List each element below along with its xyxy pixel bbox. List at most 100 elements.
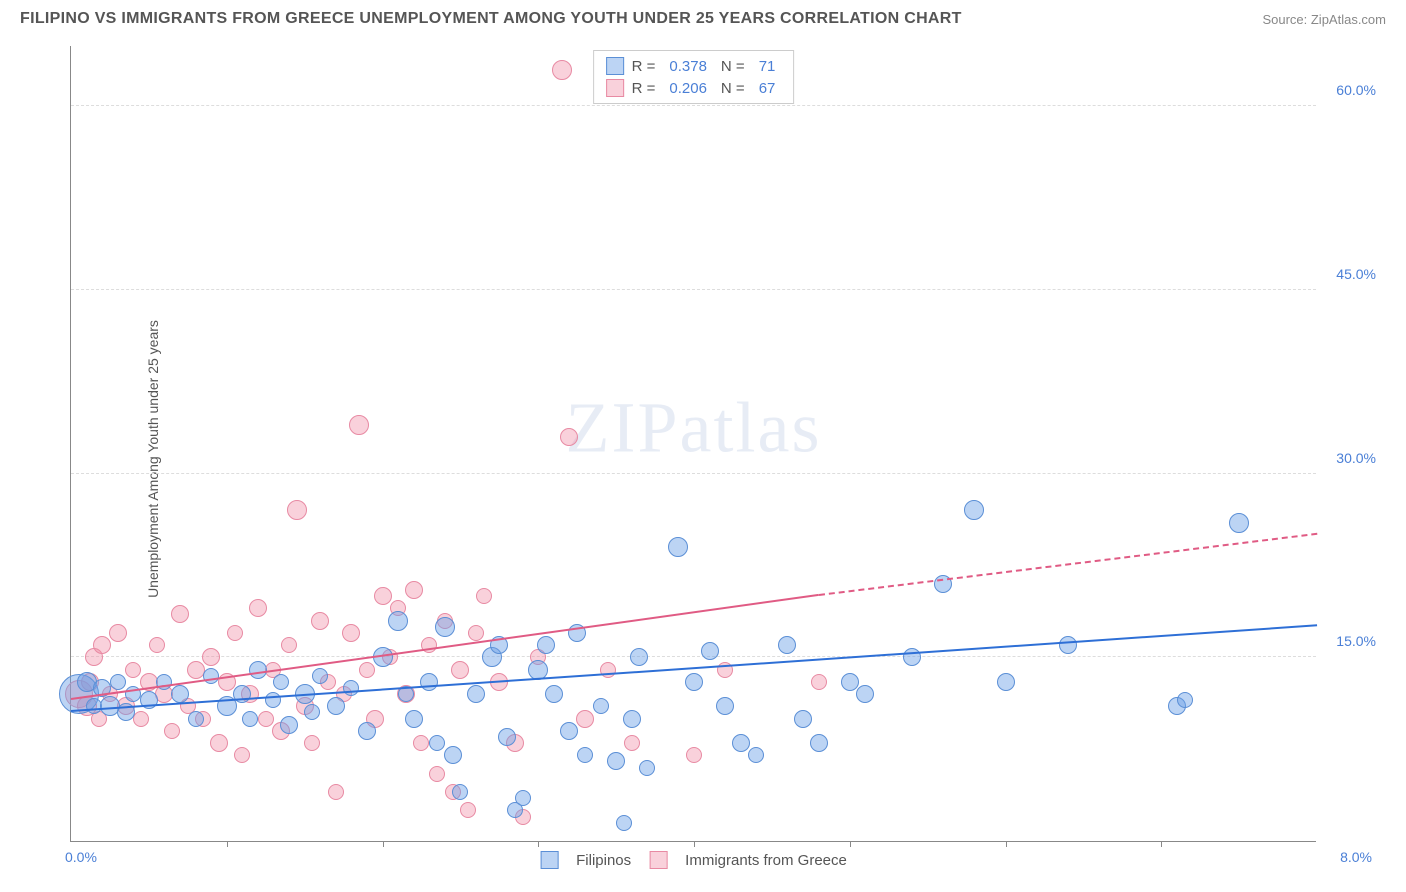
series-legend: Filipinos Immigrants from Greece bbox=[540, 851, 847, 869]
data-point bbox=[701, 642, 719, 660]
data-point bbox=[405, 581, 423, 599]
trend-line-extrapolated bbox=[818, 533, 1317, 596]
x-max-label: 8.0% bbox=[1340, 849, 1372, 865]
data-point bbox=[856, 685, 874, 703]
data-point bbox=[686, 747, 702, 763]
data-point bbox=[343, 680, 359, 696]
legend-r-value: 0.378 bbox=[663, 58, 713, 75]
data-point bbox=[810, 734, 828, 752]
data-point bbox=[171, 685, 189, 703]
data-point bbox=[841, 673, 859, 691]
legend-swatch bbox=[649, 851, 667, 869]
data-point bbox=[388, 611, 408, 631]
chart-title: FILIPINO VS IMMIGRANTS FROM GREECE UNEMP… bbox=[20, 10, 962, 28]
data-point bbox=[210, 734, 228, 752]
data-point bbox=[732, 734, 750, 752]
x-tick-mark bbox=[227, 841, 228, 847]
data-point bbox=[171, 605, 189, 623]
source-label: Source: bbox=[1262, 12, 1310, 27]
gridline bbox=[71, 656, 1316, 657]
x-tick-mark bbox=[850, 841, 851, 847]
data-point bbox=[413, 735, 429, 751]
plot-region: ZIPatlas R = 0.378N = 71R = 0.206N = 67 … bbox=[70, 46, 1316, 842]
x-tick-mark bbox=[1161, 841, 1162, 847]
data-point bbox=[249, 661, 267, 679]
legend-n-value: 67 bbox=[753, 80, 782, 97]
data-point bbox=[435, 617, 455, 637]
data-point bbox=[794, 710, 812, 728]
data-point bbox=[668, 537, 688, 557]
data-point bbox=[304, 735, 320, 751]
data-point bbox=[444, 746, 462, 764]
data-point bbox=[93, 636, 111, 654]
data-point bbox=[312, 668, 328, 684]
data-point bbox=[349, 415, 369, 435]
data-point bbox=[227, 625, 243, 641]
data-point bbox=[327, 697, 345, 715]
data-point bbox=[149, 637, 165, 653]
data-point bbox=[280, 716, 298, 734]
data-point bbox=[374, 587, 392, 605]
data-point bbox=[452, 784, 468, 800]
data-point bbox=[109, 624, 127, 642]
data-point bbox=[110, 674, 126, 690]
data-point bbox=[560, 722, 578, 740]
data-point bbox=[287, 500, 307, 520]
data-point bbox=[429, 735, 445, 751]
data-point bbox=[467, 685, 485, 703]
data-point bbox=[234, 747, 250, 763]
data-point bbox=[552, 60, 572, 80]
data-point bbox=[616, 815, 632, 831]
data-point bbox=[748, 747, 764, 763]
data-point bbox=[358, 722, 376, 740]
data-point bbox=[133, 711, 149, 727]
data-point bbox=[420, 673, 438, 691]
x-tick-mark bbox=[694, 841, 695, 847]
data-point bbox=[281, 637, 297, 653]
gridline bbox=[71, 289, 1316, 290]
data-point bbox=[468, 625, 484, 641]
legend-r-label: R = bbox=[632, 80, 656, 97]
data-point bbox=[577, 747, 593, 763]
data-point bbox=[1177, 692, 1193, 708]
data-point bbox=[639, 760, 655, 776]
data-point bbox=[1059, 636, 1077, 654]
source-attribution: Source: ZipAtlas.com bbox=[1262, 12, 1386, 27]
data-point bbox=[537, 636, 555, 654]
legend-series-label: Immigrants from Greece bbox=[685, 852, 847, 869]
data-point bbox=[188, 711, 204, 727]
data-point bbox=[624, 735, 640, 751]
data-point bbox=[451, 661, 469, 679]
chart-header: FILIPINO VS IMMIGRANTS FROM GREECE UNEMP… bbox=[0, 0, 1406, 32]
legend-swatch bbox=[540, 851, 558, 869]
data-point bbox=[630, 648, 648, 666]
y-tick-label: 45.0% bbox=[1336, 266, 1376, 282]
legend-n-label: N = bbox=[721, 80, 745, 97]
data-point bbox=[1229, 513, 1249, 533]
y-tick-label: 30.0% bbox=[1336, 450, 1376, 466]
legend-series-label: Filipinos bbox=[576, 852, 631, 869]
gridline bbox=[71, 105, 1316, 106]
data-point bbox=[164, 723, 180, 739]
legend-n-value: 71 bbox=[753, 58, 782, 75]
legend-n-label: N = bbox=[721, 58, 745, 75]
data-point bbox=[545, 685, 563, 703]
data-point bbox=[476, 588, 492, 604]
data-point bbox=[498, 728, 516, 746]
data-point bbox=[311, 612, 329, 630]
y-tick-label: 60.0% bbox=[1336, 82, 1376, 98]
data-point bbox=[997, 673, 1015, 691]
data-point bbox=[593, 698, 609, 714]
legend-swatch bbox=[606, 57, 624, 75]
data-point bbox=[560, 428, 578, 446]
data-point bbox=[125, 662, 141, 678]
data-point bbox=[716, 697, 734, 715]
data-point bbox=[202, 648, 220, 666]
gridline bbox=[71, 473, 1316, 474]
data-point bbox=[265, 692, 281, 708]
x-tick-mark bbox=[383, 841, 384, 847]
data-point bbox=[811, 674, 827, 690]
data-point bbox=[203, 668, 219, 684]
data-point bbox=[405, 710, 423, 728]
data-point bbox=[515, 790, 531, 806]
